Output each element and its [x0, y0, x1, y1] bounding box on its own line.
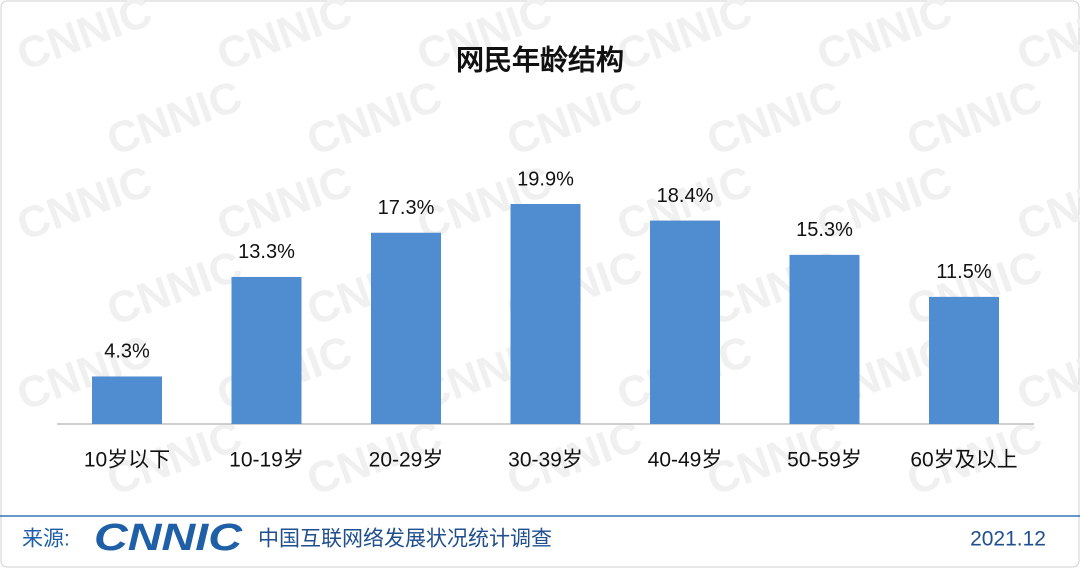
value-label: 19.9% [517, 168, 574, 190]
value-label: 18.4% [657, 185, 714, 207]
x-tick-label: 60岁及以上 [910, 449, 1017, 472]
bars: 4.3% 10岁以下 13.3% 10-19岁 17.3% 20-29岁 19.9% 30-3… [84, 168, 1018, 471]
bar [650, 220, 720, 424]
survey-name: 中国互联网络发展状况统计调查 [258, 528, 552, 551]
logo: CNNIC [94, 517, 243, 559]
bar [371, 232, 441, 424]
source-label: 来源: [22, 528, 70, 551]
bar [510, 204, 581, 424]
chart-title: 网民年龄结构 [456, 43, 624, 75]
x-tick-label: 50-59岁 [787, 449, 862, 472]
x-tick-label: 30-39岁 [508, 449, 583, 472]
x-tick-label: 20-29岁 [369, 449, 444, 472]
value-label: 11.5% [936, 261, 991, 283]
x-tick-label: 10-19岁 [229, 449, 304, 472]
date: 2021.12 [970, 528, 1046, 551]
bar [789, 254, 860, 424]
bar [929, 296, 999, 424]
bar [231, 276, 302, 424]
x-tick-label: 40-49岁 [648, 449, 723, 472]
value-label: 15.3% [796, 219, 853, 241]
value-label: 13.3% [238, 241, 295, 263]
bar [92, 376, 162, 424]
x-tick-label: 10岁以下 [84, 449, 170, 472]
value-label: 17.3% [378, 197, 435, 219]
value-label: 4.3% [104, 341, 150, 363]
